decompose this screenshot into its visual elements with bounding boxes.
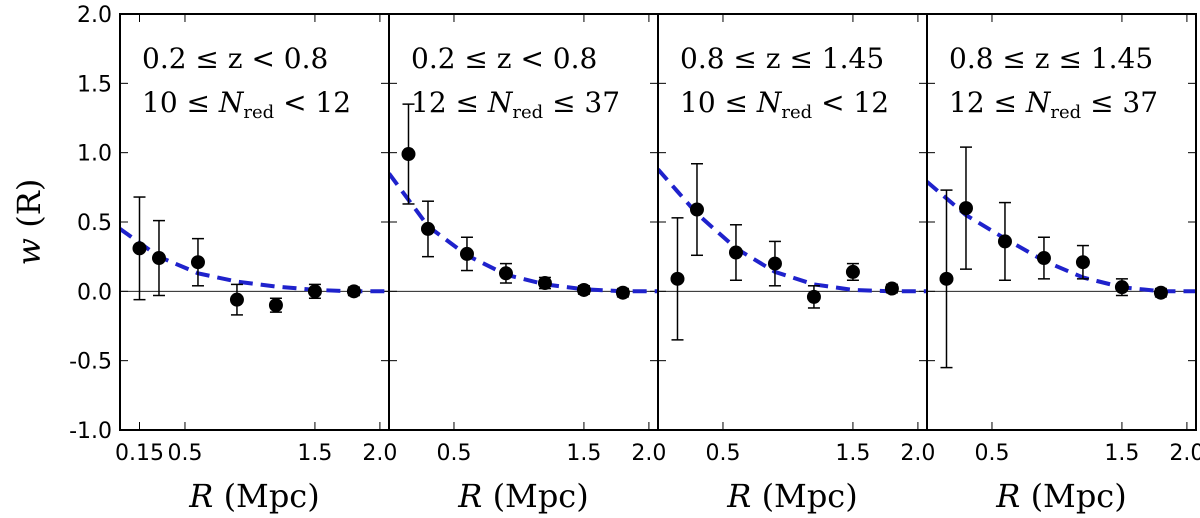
- x-tick-label: 1.5: [297, 441, 332, 466]
- data-point: [1153, 285, 1168, 300]
- panel-frame: [926, 13, 1197, 431]
- panel-2: 0.5 1.5 2.0 0.2 ≤ z < 0.8 12 ≤ Nred ≤ 37 R (M…: [388, 13, 666, 515]
- data-point: [1036, 251, 1051, 266]
- panel-3: 0.5 1.5 2.0 0.8 ≤ z ≤ 1.45 10 ≤ Nred < 12 R (…: [657, 13, 935, 515]
- data-point: [845, 264, 860, 279]
- annotation-nred: 12 ≤ Nred ≤ 37: [411, 86, 620, 123]
- y-tick-label: 0.0: [77, 280, 112, 305]
- panel-frame: [657, 13, 928, 431]
- x-axis-label: R (Mpc): [995, 477, 1126, 515]
- x-tick-label: 1.5: [835, 441, 870, 466]
- annotation-redshift: 0.2 ≤ z < 0.8: [411, 42, 597, 75]
- data-point: [576, 282, 591, 297]
- annotation-redshift: 0.8 ≤ z ≤ 1.45: [680, 42, 884, 75]
- data-point: [229, 292, 244, 307]
- x-axis-label: R (Mpc): [188, 477, 319, 515]
- y-tick-label: 1.0: [77, 142, 112, 167]
- annotation-nred: 10 ≤ Nred < 12: [680, 86, 889, 123]
- data-point: [401, 147, 416, 162]
- x-tick-label: 0.5: [705, 441, 740, 466]
- data-point: [268, 298, 283, 313]
- data-point: [670, 271, 685, 286]
- data-point: [767, 256, 782, 271]
- panel-frame: [388, 13, 659, 431]
- panels: 0.15 0.5 1.5 2.00.2 ≤ z < 0.810 ≤ Nred < 12…: [115, 13, 1200, 515]
- x-tick-label: 2.0: [362, 441, 397, 466]
- y-tick-label: -0.5: [69, 350, 112, 375]
- x-tick-label: 0.5: [974, 441, 1009, 466]
- data-point: [132, 241, 147, 256]
- data-point: [689, 202, 704, 217]
- model-curve-group: [927, 180, 1196, 294]
- panel-1: 0.15 0.5 1.5 2.0 0.2 ≤ z < 0.8 10 ≤ Nred < 12…: [115, 13, 397, 515]
- data-point: [884, 281, 899, 296]
- model-curve: [927, 180, 1196, 294]
- x-tick-label: 0.5: [167, 441, 202, 466]
- x-tick-label: 2.0: [631, 441, 666, 466]
- annotation-redshift: 0.8 ≤ z ≤ 1.45: [949, 42, 1153, 75]
- data-point: [420, 221, 435, 236]
- data-point: [1075, 255, 1090, 270]
- annotation-nred: 10 ≤ Nred < 12: [142, 86, 351, 123]
- annotation-redshift: 0.2 ≤ z < 0.8: [142, 42, 328, 75]
- x-tick-label: 1.5: [566, 441, 601, 466]
- x-tick-label: 0.5: [436, 441, 471, 466]
- panel-frame: [119, 13, 390, 431]
- panel-4: 0.5 1.5 2.0 0.8 ≤ z ≤ 1.45 12 ≤ Nred ≤ 37 R (…: [926, 13, 1200, 515]
- x-tick-label: 2.0: [1169, 441, 1200, 466]
- annotation-nred: 12 ≤ Nred ≤ 37: [949, 86, 1158, 123]
- data-point: [190, 255, 205, 270]
- data-point: [459, 246, 474, 261]
- y-tick-label: -1.0: [69, 419, 112, 444]
- data-point: [1114, 280, 1129, 295]
- data-point: [806, 289, 821, 304]
- y-tick-label: 2.0: [77, 3, 112, 28]
- y-axis: -1.0 -0.5 0.0 0.5 1.0 1.5 2.0: [69, 3, 112, 444]
- x-tick-label: 0.15: [115, 441, 164, 466]
- model-curve: [658, 167, 927, 294]
- data-point: [346, 284, 361, 299]
- data-point: [939, 271, 954, 286]
- data-point: [498, 266, 513, 281]
- data-point: [537, 276, 552, 291]
- y-tick-label: 0.5: [77, 211, 112, 236]
- x-tick-label: 1.5: [1104, 441, 1139, 466]
- model-curve-group: [658, 167, 927, 294]
- x-axis-label: R (Mpc): [726, 477, 857, 515]
- data-point: [958, 201, 973, 216]
- y-tick-label: 1.5: [77, 72, 112, 97]
- data-point: [151, 251, 166, 266]
- data-point: [615, 285, 630, 300]
- x-tick-label: 2.0: [900, 441, 935, 466]
- x-axis-label: R (Mpc): [457, 477, 588, 515]
- data-point: [307, 284, 322, 299]
- data-point: [728, 245, 743, 260]
- y-axis-label: w (R): [10, 179, 48, 266]
- data-point: [997, 234, 1012, 249]
